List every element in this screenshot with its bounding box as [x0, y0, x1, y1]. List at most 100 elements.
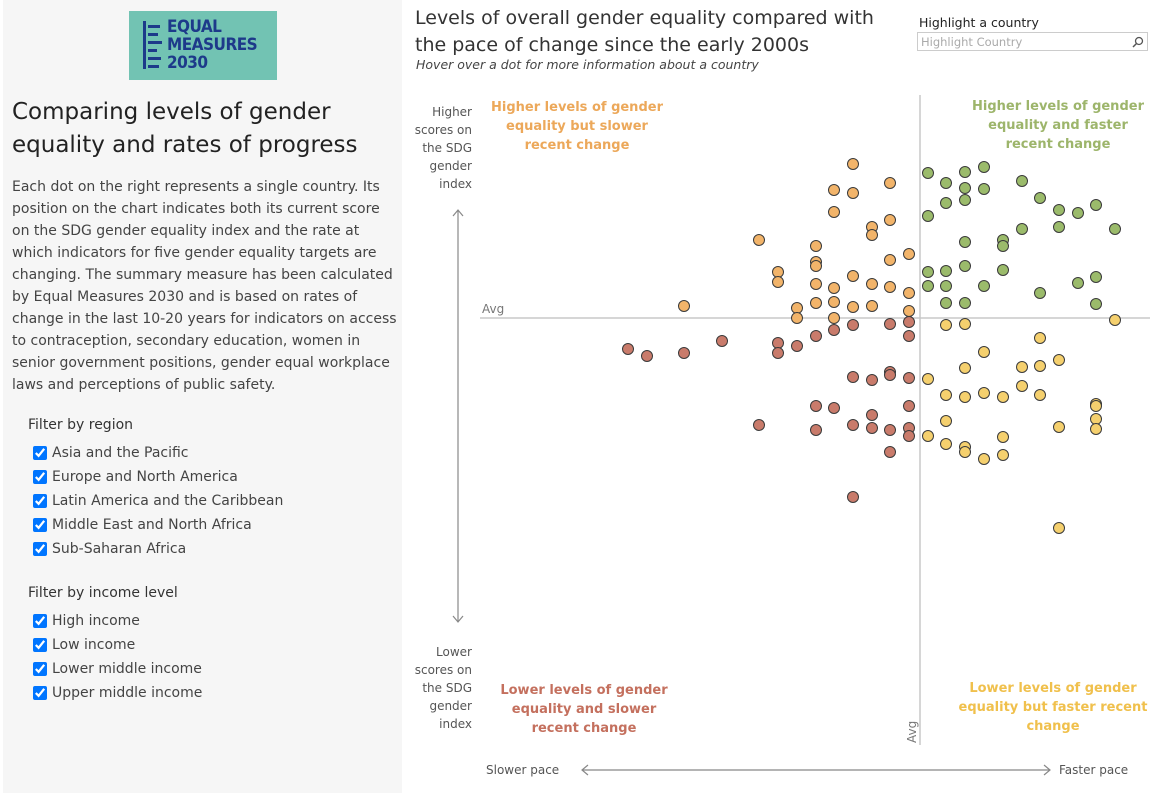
- checkbox[interactable]: [33, 614, 47, 628]
- dot[interactable]: [997, 391, 1009, 403]
- dot[interactable]: [772, 266, 784, 278]
- dot[interactable]: [978, 346, 990, 358]
- checkbox[interactable]: [33, 686, 47, 700]
- filter-option[interactable]: Lower middle income: [28, 657, 202, 681]
- dot[interactable]: [1109, 223, 1121, 235]
- dot[interactable]: [940, 265, 952, 277]
- dot[interactable]: [940, 389, 952, 401]
- dot[interactable]: [791, 302, 803, 314]
- dot[interactable]: [903, 248, 915, 260]
- dot[interactable]: [940, 280, 952, 292]
- dot[interactable]: [810, 278, 822, 290]
- dot[interactable]: [1090, 400, 1102, 412]
- dot[interactable]: [791, 312, 803, 324]
- dot[interactable]: [997, 240, 1009, 252]
- dot[interactable]: [810, 260, 822, 272]
- dot[interactable]: [828, 206, 840, 218]
- filter-option[interactable]: Europe and North America: [28, 465, 283, 489]
- dot[interactable]: [884, 254, 896, 266]
- dot[interactable]: [903, 305, 915, 317]
- dot[interactable]: [959, 446, 971, 458]
- dot[interactable]: [622, 343, 634, 355]
- dot[interactable]: [828, 312, 840, 324]
- dot[interactable]: [828, 296, 840, 308]
- dot[interactable]: [959, 318, 971, 330]
- dot[interactable]: [791, 340, 803, 352]
- dot[interactable]: [1016, 223, 1028, 235]
- dot[interactable]: [1034, 332, 1046, 344]
- dot[interactable]: [1109, 314, 1121, 326]
- dot[interactable]: [1053, 421, 1065, 433]
- dot[interactable]: [940, 177, 952, 189]
- dot[interactable]: [884, 369, 896, 381]
- dot[interactable]: [1016, 361, 1028, 373]
- dot[interactable]: [810, 330, 822, 342]
- dot[interactable]: [866, 229, 878, 241]
- dot[interactable]: [978, 387, 990, 399]
- dot[interactable]: [772, 276, 784, 288]
- dot[interactable]: [959, 362, 971, 374]
- filter-option[interactable]: Latin America and the Caribbean: [28, 489, 283, 513]
- dot[interactable]: [884, 424, 896, 436]
- dot[interactable]: [847, 371, 859, 383]
- dot[interactable]: [959, 194, 971, 206]
- dot[interactable]: [810, 297, 822, 309]
- dot[interactable]: [828, 324, 840, 336]
- dot[interactable]: [903, 400, 915, 412]
- dot[interactable]: [1090, 271, 1102, 283]
- dot[interactable]: [641, 350, 653, 362]
- dot[interactable]: [1034, 192, 1046, 204]
- dot[interactable]: [959, 182, 971, 194]
- dot[interactable]: [772, 347, 784, 359]
- dot[interactable]: [753, 234, 765, 246]
- dot[interactable]: [997, 431, 1009, 443]
- dot[interactable]: [884, 214, 896, 226]
- dot[interactable]: [940, 319, 952, 331]
- checkbox[interactable]: [33, 542, 47, 556]
- filter-option[interactable]: High income: [28, 609, 202, 633]
- dot[interactable]: [1034, 287, 1046, 299]
- checkbox[interactable]: [33, 662, 47, 676]
- highlight-search[interactable]: Highlight Country: [917, 32, 1148, 51]
- dot[interactable]: [772, 337, 784, 349]
- dot[interactable]: [922, 280, 934, 292]
- dot[interactable]: [940, 438, 952, 450]
- dot[interactable]: [922, 167, 934, 179]
- checkbox[interactable]: [33, 494, 47, 508]
- dot[interactable]: [959, 236, 971, 248]
- dot[interactable]: [903, 430, 915, 442]
- dot[interactable]: [1090, 199, 1102, 211]
- dot[interactable]: [847, 319, 859, 331]
- filter-option[interactable]: Upper middle income: [28, 681, 202, 705]
- dot[interactable]: [678, 300, 690, 312]
- dot[interactable]: [810, 240, 822, 252]
- dot[interactable]: [828, 402, 840, 414]
- dot[interactable]: [922, 266, 934, 278]
- dot[interactable]: [810, 400, 822, 412]
- dot[interactable]: [884, 446, 896, 458]
- dot[interactable]: [940, 297, 952, 309]
- dot[interactable]: [1072, 207, 1084, 219]
- dot[interactable]: [847, 270, 859, 282]
- dot[interactable]: [1053, 354, 1065, 366]
- dot[interactable]: [903, 316, 915, 328]
- dot[interactable]: [884, 318, 896, 330]
- checkbox[interactable]: [33, 446, 47, 460]
- dot[interactable]: [959, 166, 971, 178]
- dot[interactable]: [1090, 423, 1102, 435]
- dot[interactable]: [847, 301, 859, 313]
- dot[interactable]: [978, 453, 990, 465]
- dot[interactable]: [940, 415, 952, 427]
- dot[interactable]: [922, 210, 934, 222]
- dot[interactable]: [847, 491, 859, 503]
- dot[interactable]: [1053, 204, 1065, 216]
- dot[interactable]: [678, 347, 690, 359]
- dot[interactable]: [997, 264, 1009, 276]
- dot[interactable]: [716, 335, 728, 347]
- dot[interactable]: [1072, 277, 1084, 289]
- dot[interactable]: [810, 424, 822, 436]
- dot[interactable]: [866, 422, 878, 434]
- filter-option[interactable]: Middle East and North Africa: [28, 513, 283, 537]
- dot[interactable]: [866, 300, 878, 312]
- dot[interactable]: [959, 297, 971, 309]
